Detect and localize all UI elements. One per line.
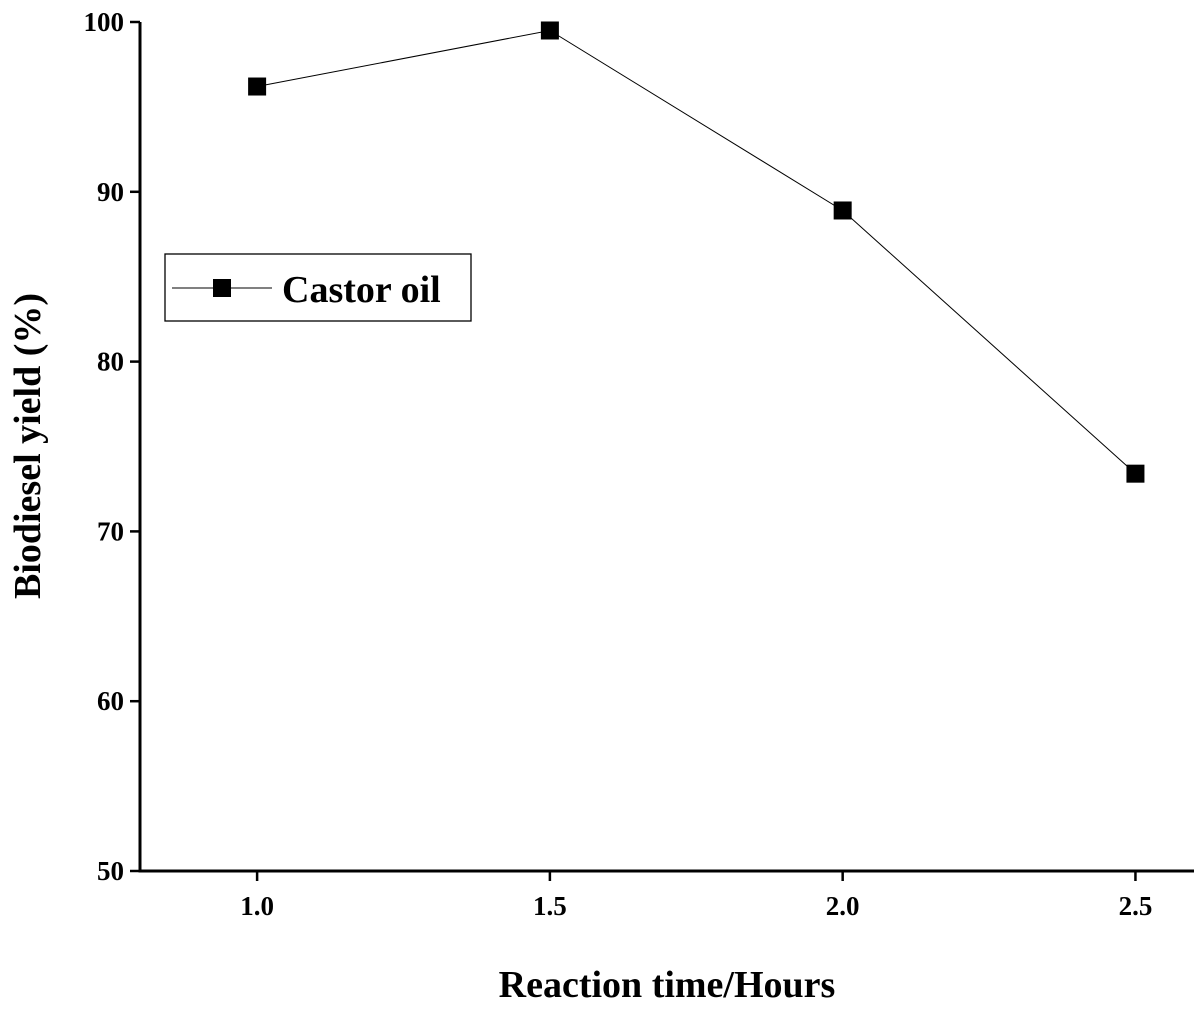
x-tick-label: 1.5 <box>533 891 567 921</box>
legend-label: Castor oil <box>282 269 441 311</box>
y-tick-label: 50 <box>97 856 124 886</box>
data-point <box>833 201 852 220</box>
axes: 50 60 70 80 90 100 1.0 1.5 2.0 2.5 <box>84 7 1194 921</box>
data-point <box>1126 464 1145 483</box>
y-tick-label: 90 <box>97 177 124 207</box>
y-tick-label: 80 <box>97 347 124 377</box>
plot-area <box>248 21 1145 483</box>
x-axis-title: Reaction time/Hours <box>499 964 836 1006</box>
x-tick-label: 2.5 <box>1119 891 1153 921</box>
legend: Castor oil <box>164 253 472 322</box>
y-tick-label: 70 <box>97 516 124 546</box>
legend-marker <box>213 279 231 297</box>
data-point <box>248 77 267 96</box>
series-line <box>257 29 1136 475</box>
y-axis-title: Biodiesel yield (%) <box>7 293 49 599</box>
x-tick-label: 1.0 <box>240 891 274 921</box>
y-tick-label: 100 <box>84 7 125 37</box>
x-tick-label: 2.0 <box>826 891 860 921</box>
data-point <box>540 21 559 40</box>
y-tick-label: 60 <box>97 686 124 716</box>
